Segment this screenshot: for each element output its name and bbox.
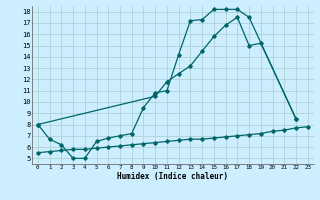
- X-axis label: Humidex (Indice chaleur): Humidex (Indice chaleur): [117, 172, 228, 181]
